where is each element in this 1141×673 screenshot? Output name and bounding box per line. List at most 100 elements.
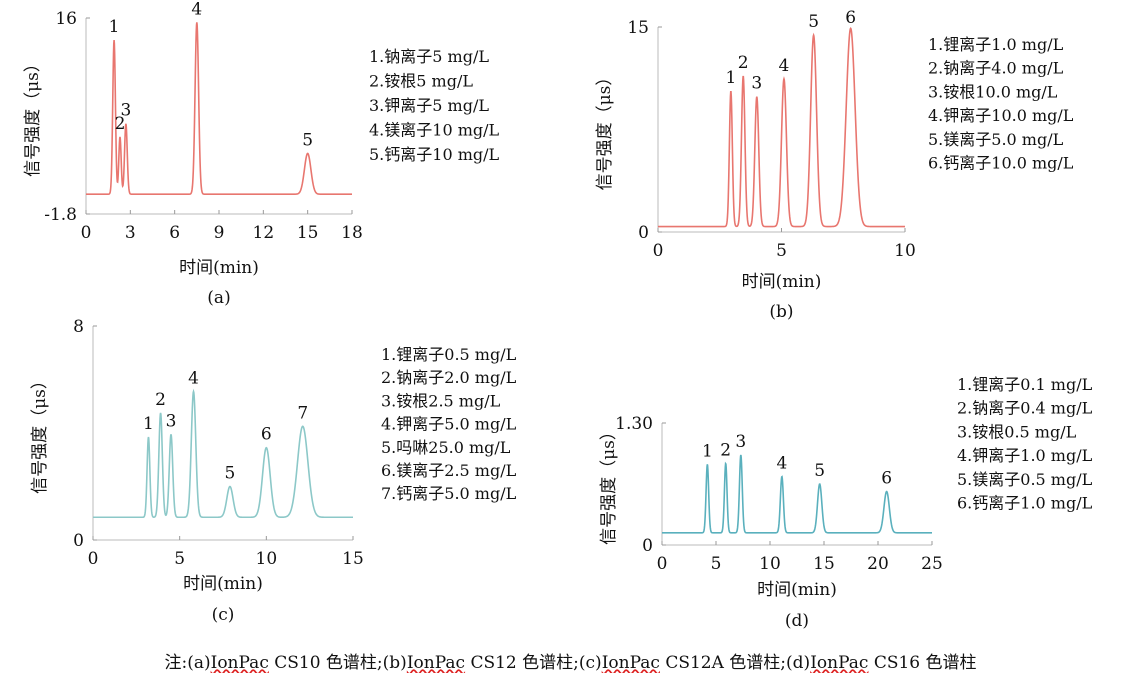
x-tick-label: 20 [867,554,889,574]
chart-panel-d: 0 5 10 15 20 25 0 1.30 时间(min) 信号强度（μs） (d) 1 2 3 4 5 6 1… [599,375,1093,631]
peak-label: 6 [881,469,892,489]
legend-entry: 4.钾离子1.0 mg/L [957,446,1093,465]
peak-label: 7 [297,403,308,423]
panel-label: (d) [785,611,809,631]
x-tick-label: 25 [921,554,943,574]
note-brand-c: IonPac [601,653,660,673]
legend-entry: 3.铵根2.5 mg/L [381,391,501,410]
legend-entry: 1.锂离子0.5 mg/L [381,345,517,364]
note-model-d: CS16 色谱柱 [868,653,977,673]
legend-entry: 5.钙离子10 mg/L [369,145,500,164]
panel-label: (b) [769,302,793,322]
peak-label: 4 [779,56,790,76]
note-brand-a: IonPac [210,653,269,673]
x-tick-label: 15 [297,223,319,243]
note-model-c: CS12A 色谱柱; [659,653,787,673]
chromatogram-trace [86,22,352,195]
y-axis-label: 信号强度（μs） [23,55,43,177]
note-lead-d: (d) [786,653,811,673]
x-tick-label: 0 [657,554,668,574]
note-model-b: CS12 色谱柱; [465,653,579,673]
legend-entry: 6.镁离子2.5 mg/L [381,461,517,480]
peak-label: 2 [720,440,731,460]
note-lead-c: (c) [578,653,602,673]
legend-entry: 7.钙离子5.0 mg/L [381,484,517,503]
peak-label: 3 [735,432,746,452]
legend-entry: 3.钾离子5 mg/L [369,96,489,115]
legend-entry: 2.钠离子4.0 mg/L [928,59,1064,78]
x-axis-label: 时间(min) [179,258,259,278]
note-lead-b: (b) [382,653,407,673]
y-axis-label: 信号强度（μs） [30,372,50,494]
y-tick-label: 0 [642,536,653,556]
y-tick-label: 16 [55,9,77,29]
panel-label: (c) [212,605,235,625]
x-tick-label: 9 [214,223,225,243]
peak-label: 5 [808,12,819,32]
peak-label: 2 [738,53,749,73]
peak-label: 2 [115,114,126,134]
x-tick-label: 6 [169,223,180,243]
peak-label: 1 [143,414,154,434]
chart-panel-c: 0 5 10 15 0 8 时间(min) 信号强度（μs） (c) 123 4 5 6 7 1.锂离子0.… [30,317,517,625]
note-prefix: 注:(a) [164,653,211,673]
x-tick-label: 0 [88,549,99,569]
y-tick-label: -1.8 [44,205,77,225]
legend-entry: 3.铵根0.5 mg/L [957,422,1077,441]
peak-label: 5 [814,461,825,481]
legend-entry: 4.钾离子5.0 mg/L [381,415,517,434]
x-tick-label: 18 [341,223,363,243]
chart-panel-a: 0 3 6 9 12 15 18-1.816时间(min)信号强度（μs）(a)123451… [23,0,500,308]
legend-entry: 3.铵根10.0 mg/L [928,82,1058,101]
peak-label: 1 [109,17,120,37]
peak-label: 3 [751,74,762,94]
x-tick-label: 15 [813,554,835,574]
peak-label: 4 [776,453,787,473]
x-tick-label: 12 [253,223,275,243]
y-tick-label: 8 [73,317,84,337]
chromatogram-trace [93,388,353,519]
x-axis-label: 时间(min) [757,580,837,600]
peak-label: 6 [845,8,856,28]
y-tick-label: 15 [627,18,649,38]
chromatogram-trace [662,454,932,534]
legend-entry: 6.钙离子1.0 mg/L [957,494,1093,513]
chromatogram-trace [658,27,905,228]
x-tick-label: 5 [174,549,185,569]
note-brand-b: IonPac [406,653,466,673]
legend-entry: 2.钠离子2.0 mg/L [381,368,517,387]
legend-entry: 1.钠离子5 mg/L [369,47,489,66]
y-tick-label: 1.30 [615,414,653,434]
peak-label: 3 [120,101,131,121]
peak-label: 5 [225,464,236,484]
x-tick-label: 5 [776,241,787,261]
x-axis-label: 时间(min) [183,574,263,594]
legend-entry: 4.镁离子10 mg/L [369,121,500,140]
legend-entry: 1.锂离子0.1 mg/L [957,375,1093,394]
x-tick-label: 0 [81,223,92,243]
panel-label: (a) [207,288,230,308]
legend-entry: 5.镁离子0.5 mg/L [957,470,1093,489]
y-axis-label: 信号强度（μs） [599,423,619,545]
figure-note: 注:(a)IonPac CS10 色谱柱;(b)IonPac CS12 色谱柱;… [0,648,1141,673]
legend-entry: 5.吗啉25.0 mg/L [381,438,511,457]
note-brand-d: IonPac [810,653,869,673]
peak-label: 5 [302,130,313,150]
peak-label: 3 [166,411,177,431]
x-tick-label: 10 [759,554,781,574]
peak-label: 6 [261,425,272,445]
legend-entry: 2.铵根5 mg/L [369,72,473,91]
peak-label: 1 [725,68,736,88]
y-tick-label: 0 [638,223,649,243]
x-tick-label: 5 [711,554,722,574]
legend-entry: 1.锂离子1.0 mg/L [928,35,1064,54]
legend-entry: 5.镁离子5.0 mg/L [928,130,1064,149]
legend-entry: 2.钠离子0.4 mg/L [957,399,1093,418]
legend-entry: 4.钾离子10.0 mg/L [928,106,1074,125]
x-tick-label: 0 [653,241,664,261]
x-tick-label: 10 [894,241,916,261]
legend-entry: 6.钙离子10.0 mg/L [928,154,1074,173]
peak-label: 4 [191,0,202,19]
